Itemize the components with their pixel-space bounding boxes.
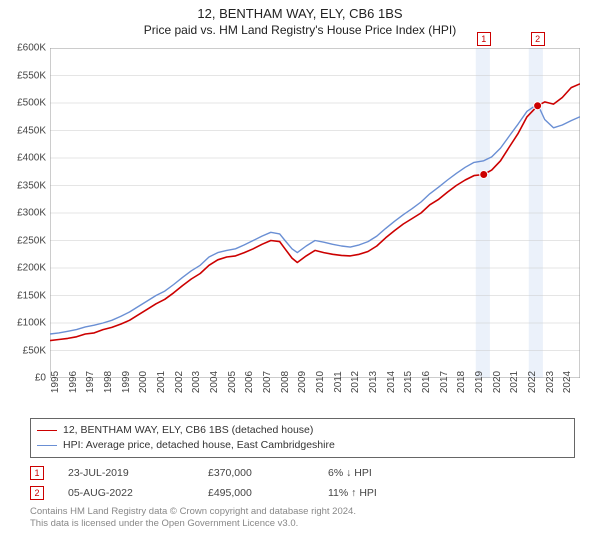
x-tick-label: 2001 bbox=[156, 371, 167, 393]
y-tick-label: £350K bbox=[17, 180, 46, 191]
sale-row: 1 23-JUL-2019£370,0006% ↓ HPI bbox=[30, 466, 575, 480]
x-tick-label: 2000 bbox=[138, 371, 149, 393]
x-tick-label: 2006 bbox=[244, 371, 255, 393]
x-tick-label: 1997 bbox=[85, 371, 96, 393]
x-tick-label: 2011 bbox=[333, 371, 344, 393]
y-tick-label: £450K bbox=[17, 125, 46, 136]
x-tick-label: 2018 bbox=[456, 371, 467, 393]
footer-note: Contains HM Land Registry data © Crown c… bbox=[30, 506, 575, 530]
y-tick-label: £550K bbox=[17, 70, 46, 81]
x-tick-label: 2003 bbox=[191, 371, 202, 393]
y-tick-label: £100K bbox=[17, 318, 46, 329]
x-tick-label: 2015 bbox=[403, 371, 414, 393]
x-tick-label: 2023 bbox=[545, 371, 556, 393]
sale-row-marker: 1 bbox=[30, 466, 44, 480]
y-tick-label: £250K bbox=[17, 235, 46, 246]
x-tick-label: 2012 bbox=[350, 371, 361, 393]
sale-row: 2 05-AUG-2022£495,00011% ↑ HPI bbox=[30, 486, 575, 500]
sale-price: £370,000 bbox=[208, 467, 328, 479]
x-tick-label: 2013 bbox=[368, 371, 379, 393]
x-tick-label: 2024 bbox=[562, 371, 573, 393]
title-sub: Price paid vs. HM Land Registry's House … bbox=[0, 23, 600, 37]
x-tick-label: 2017 bbox=[439, 371, 450, 393]
y-tick-label: £600K bbox=[17, 43, 46, 54]
x-tick-label: 2021 bbox=[509, 371, 520, 393]
title-block: 12, BENTHAM WAY, ELY, CB6 1BS Price paid… bbox=[0, 0, 600, 37]
x-tick-label: 2022 bbox=[527, 371, 538, 393]
x-tick-label: 1998 bbox=[103, 371, 114, 393]
footer-line1: Contains HM Land Registry data © Crown c… bbox=[30, 506, 575, 518]
sale-date: 05-AUG-2022 bbox=[68, 487, 208, 499]
legend-label: 12, BENTHAM WAY, ELY, CB6 1BS (detached … bbox=[63, 423, 313, 438]
y-tick-label: £150K bbox=[17, 290, 46, 301]
y-tick-label: £400K bbox=[17, 153, 46, 164]
legend-box: 12, BENTHAM WAY, ELY, CB6 1BS (detached … bbox=[30, 418, 575, 458]
x-tick-label: 1999 bbox=[121, 371, 132, 393]
legend-label: HPI: Average price, detached house, East… bbox=[63, 438, 335, 453]
footer-line2: This data is licensed under the Open Gov… bbox=[30, 518, 575, 530]
y-tick-label: £50K bbox=[23, 345, 46, 356]
x-tick-label: 2010 bbox=[315, 371, 326, 393]
bottom-block: 12, BENTHAM WAY, ELY, CB6 1BS (detached … bbox=[30, 418, 575, 530]
series-hpi bbox=[50, 104, 580, 334]
y-tick-label: £200K bbox=[17, 263, 46, 274]
sale-point-1 bbox=[480, 171, 488, 179]
sale-price: £495,000 bbox=[208, 487, 328, 499]
x-tick-label: 2016 bbox=[421, 371, 432, 393]
legend-swatch bbox=[37, 445, 57, 446]
x-tick-label: 2002 bbox=[174, 371, 185, 393]
sale-row-marker: 2 bbox=[30, 486, 44, 500]
chart-area: £0£50K£100K£150K£200K£250K£300K£350K£400… bbox=[50, 48, 580, 378]
series-price_paid bbox=[50, 84, 580, 341]
legend-swatch bbox=[37, 430, 57, 431]
y-tick-label: £300K bbox=[17, 208, 46, 219]
x-tick-label: 2014 bbox=[386, 371, 397, 393]
y-tick-label: £500K bbox=[17, 98, 46, 109]
x-tick-label: 2008 bbox=[280, 371, 291, 393]
x-tick-label: 2005 bbox=[227, 371, 238, 393]
x-tick-label: 2009 bbox=[297, 371, 308, 393]
y-tick-label: £0 bbox=[35, 373, 46, 384]
legend-item: HPI: Average price, detached house, East… bbox=[37, 438, 568, 453]
sale-delta: 6% ↓ HPI bbox=[328, 467, 428, 479]
x-tick-label: 2004 bbox=[209, 371, 220, 393]
x-tick-label: 1995 bbox=[50, 371, 61, 393]
sale-marker-1: 1 bbox=[477, 32, 491, 46]
x-tick-label: 2020 bbox=[492, 371, 503, 393]
sale-point-2 bbox=[534, 102, 542, 110]
x-tick-label: 2019 bbox=[474, 371, 485, 393]
x-tick-label: 2007 bbox=[262, 371, 273, 393]
title-main: 12, BENTHAM WAY, ELY, CB6 1BS bbox=[0, 6, 600, 21]
sale-marker-2: 2 bbox=[531, 32, 545, 46]
sale-delta: 11% ↑ HPI bbox=[328, 487, 428, 499]
sale-date: 23-JUL-2019 bbox=[68, 467, 208, 479]
chart-container: 12, BENTHAM WAY, ELY, CB6 1BS Price paid… bbox=[0, 0, 600, 560]
x-tick-label: 1996 bbox=[68, 371, 79, 393]
chart-svg bbox=[50, 48, 580, 378]
legend-item: 12, BENTHAM WAY, ELY, CB6 1BS (detached … bbox=[37, 423, 568, 438]
